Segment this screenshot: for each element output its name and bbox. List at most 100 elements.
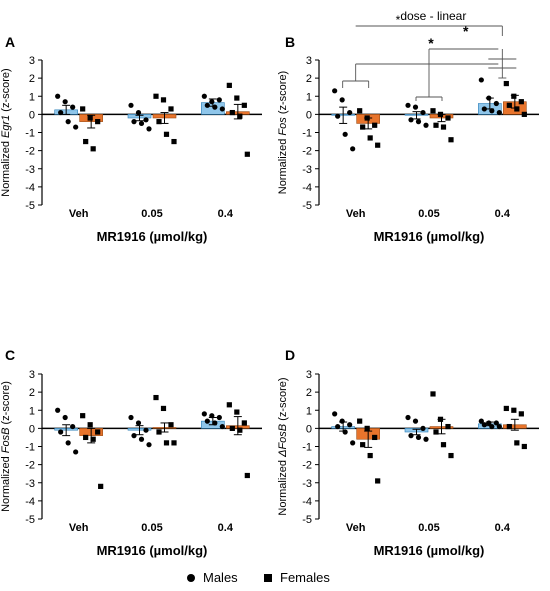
panel-label: A <box>5 34 15 50</box>
data-point-male <box>55 407 61 413</box>
data-point-male <box>138 436 145 442</box>
y-tick-label: -4 <box>25 182 35 194</box>
x-tick-label: 0.4 <box>218 208 234 220</box>
chart-panel-D: D -5 -4 -3 -2 -1 0 1 2 3 Normalized ΔFosB (z-score… <box>277 347 539 558</box>
y-tick-label: -5 <box>25 200 35 212</box>
data-point-female <box>521 443 527 450</box>
data-point-female <box>244 151 250 157</box>
data-point-male <box>128 414 134 421</box>
x-tick-label: Veh <box>69 522 89 534</box>
y-tick-label: 1 <box>306 405 312 417</box>
chart-panel-A: A -5 -4 -3 -2 -1 0 1 2 3 Normalized Egr1 (z-score)… <box>0 34 262 244</box>
data-point-male <box>332 88 338 94</box>
y-tick-label: -3 <box>302 478 312 490</box>
data-point-female <box>367 135 373 141</box>
data-point-female <box>430 108 436 114</box>
data-point-male <box>65 440 71 446</box>
x-tick-label: Veh <box>346 208 366 220</box>
data-point-male <box>415 119 422 125</box>
x-tick-label: 0.4 <box>218 522 234 534</box>
data-point-male <box>486 95 492 101</box>
data-point-male <box>342 429 348 435</box>
data-point-female <box>87 115 93 121</box>
data-point-female <box>241 102 247 108</box>
data-point-male <box>209 99 215 105</box>
y-axis-label: Normalized ΔFosB (z-score) <box>277 377 289 515</box>
data-point-female <box>171 440 177 446</box>
y-tick-label: 2 <box>29 387 35 399</box>
data-point-male <box>489 423 495 430</box>
data-point-male <box>143 427 149 433</box>
dose-linear-label: *dose - linear <box>396 9 467 27</box>
data-point-male <box>496 423 502 430</box>
data-point-male <box>65 119 71 125</box>
data-point-female <box>364 425 370 431</box>
data-point-male <box>493 420 499 426</box>
legend-item-males: Males <box>187 570 238 585</box>
y-tick-label: 3 <box>29 55 35 67</box>
data-point-female <box>226 402 232 408</box>
data-point-female <box>448 452 454 459</box>
data-point-female <box>80 106 86 112</box>
data-point-female <box>367 452 373 459</box>
data-point-female <box>226 82 232 88</box>
y-tick-label: -3 <box>25 164 35 176</box>
data-point-male <box>135 109 142 116</box>
data-point-female <box>518 99 524 105</box>
y-tick-label: 1 <box>29 405 35 417</box>
chart-panel-B: B -5 -4 -3 -2 -1 0 1 2 3 Normalized Fos (z-score) M… <box>277 9 539 244</box>
y-tick-label: -2 <box>302 146 312 158</box>
panel-label: B <box>285 34 295 50</box>
y-tick-label: -4 <box>302 496 312 508</box>
data-point-male <box>131 119 137 125</box>
data-point-male <box>420 109 426 116</box>
y-tick-label: 2 <box>306 387 312 399</box>
data-point-female <box>80 413 86 419</box>
data-point-male <box>481 106 487 112</box>
y-tick-label: -2 <box>25 146 35 158</box>
y-tick-label: 2 <box>306 73 312 85</box>
x-tick-label: 0.05 <box>141 522 162 534</box>
y-tick-label: 0 <box>306 109 312 121</box>
data-point-male <box>335 423 341 430</box>
y-tick-label: -2 <box>25 460 35 472</box>
data-point-male <box>146 126 152 132</box>
y-tick-label: -5 <box>25 514 35 526</box>
data-point-male <box>70 104 76 110</box>
data-point-female <box>375 478 381 484</box>
data-point-female <box>360 442 366 448</box>
y-tick-label: 0 <box>29 423 35 435</box>
data-point-female <box>241 420 247 426</box>
x-axis-title: MR1916 (µmol/kg) <box>97 543 208 558</box>
data-point-female <box>433 122 439 128</box>
data-point-female <box>234 409 240 415</box>
y-tick-label: 1 <box>29 91 35 103</box>
data-point-female <box>514 440 520 446</box>
y-tick-label: -1 <box>25 128 35 140</box>
data-point-female <box>237 113 243 119</box>
data-point-female <box>98 483 104 489</box>
y-tick-label: 3 <box>306 55 312 67</box>
data-point-male <box>493 100 499 107</box>
data-point-male <box>481 422 487 428</box>
data-point-female <box>160 405 167 412</box>
significance-marker: * <box>463 23 469 39</box>
y-tick-label: -1 <box>302 442 312 454</box>
x-tick-label: 0.4 <box>495 522 511 534</box>
data-point-male <box>143 117 149 123</box>
data-point-male <box>70 423 76 430</box>
data-point-female <box>229 109 235 116</box>
panel-label: D <box>285 347 295 363</box>
y-axis-label: Normalized FosB (z-score) <box>0 381 12 512</box>
y-tick-label: -2 <box>302 460 312 472</box>
data-point-female <box>234 95 240 101</box>
data-point-female <box>244 472 250 479</box>
data-point-female <box>437 416 444 422</box>
data-point-male <box>342 131 348 137</box>
y-tick-label: -3 <box>25 478 35 490</box>
data-point-female <box>156 429 162 435</box>
data-point-female <box>160 97 167 103</box>
data-point-male <box>201 411 207 417</box>
y-tick-label: 0 <box>306 423 312 435</box>
data-point-female <box>440 442 447 448</box>
